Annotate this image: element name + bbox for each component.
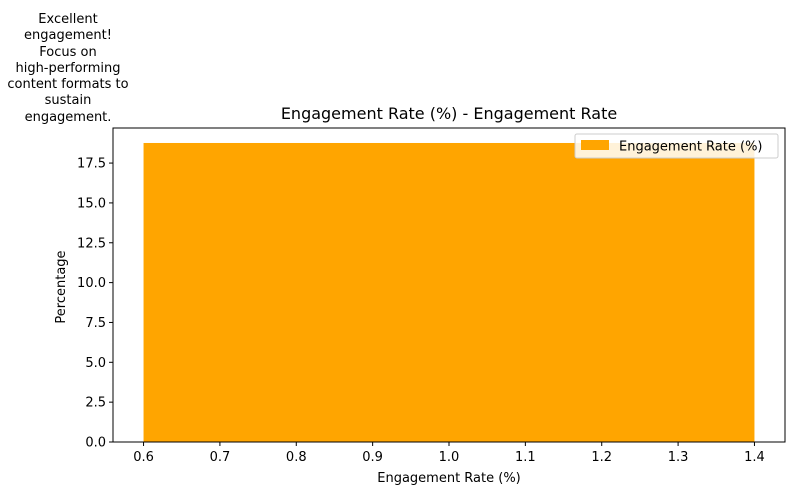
x-tick-label-5: 1.1 (515, 450, 536, 465)
y-tick-label-4: 10.0 (77, 276, 106, 291)
y-tick-label-0: 0.0 (85, 436, 106, 451)
x-tick-label-7: 1.3 (668, 450, 689, 465)
y-tick-label-1: 2.5 (85, 396, 106, 411)
legend: Engagement Rate (%) (574, 133, 779, 159)
x-tick-label-1: 0.7 (210, 450, 231, 465)
bars-layer (143, 142, 755, 443)
y-tick-label-2: 5.0 (85, 356, 106, 371)
x-tick-label-8: 1.4 (744, 450, 765, 465)
legend-label: Engagement Rate (%) (619, 140, 763, 155)
x-tick-label-4: 1.0 (439, 450, 460, 465)
annotation-text: Excellent engagement! Focus on high-perf… (7, 12, 129, 125)
chart-title: Engagement Rate (%) - Engagement Rate (281, 104, 617, 123)
y-tick-label-5: 12.5 (77, 236, 106, 251)
axes-layer: 0.6 0.7 0.8 0.9 1.0 1.1 1.2 1.3 1.4 0.0 2.5 5.0 7.5 1… (77, 127, 786, 465)
legend-box (574, 133, 779, 159)
legend-swatch (581, 140, 609, 150)
y-tick-label-6: 15.0 (77, 196, 106, 211)
x-tick-label-0: 0.6 (133, 450, 154, 465)
bar-0 (143, 142, 755, 443)
x-tick-label-2: 0.8 (286, 450, 307, 465)
y-tick-label-3: 7.5 (85, 316, 106, 331)
y-tick-label-7: 17.5 (77, 157, 106, 172)
x-axis-label: Engagement Rate (%) (377, 471, 521, 486)
y-axis-label: Percentage (54, 250, 69, 323)
x-tick-label-6: 1.2 (591, 450, 612, 465)
x-tick-label-3: 0.9 (362, 450, 383, 465)
